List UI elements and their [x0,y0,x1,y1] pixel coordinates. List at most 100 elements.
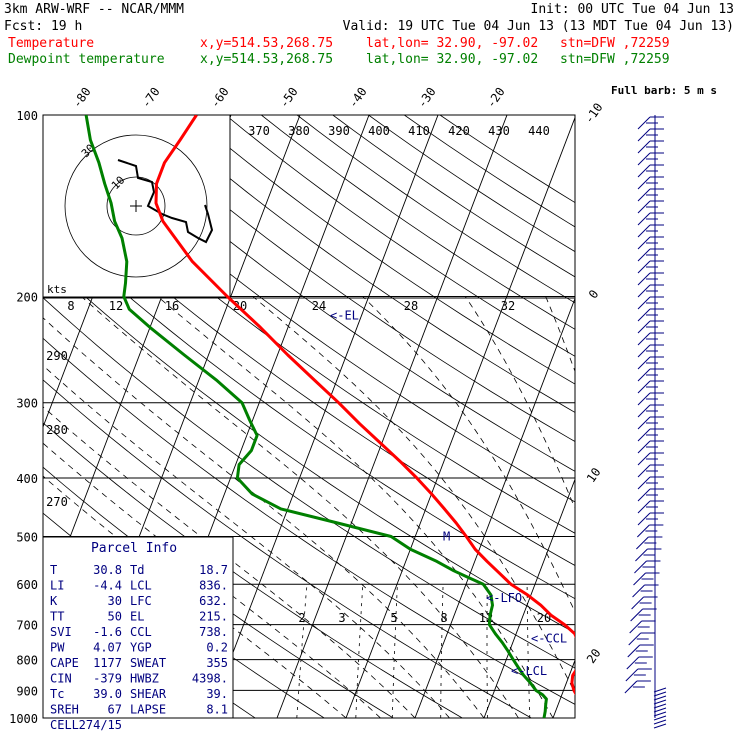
pressure-tick-label: 300 [16,397,38,411]
moist-adiabat [252,296,575,694]
profiles [84,115,575,718]
wind-barb [637,476,664,490]
dewpoint-xy: x,y=514.53,268.75 [200,52,333,67]
barb-staff [637,248,651,262]
parcel-value: 18.7 [199,563,228,577]
dry-adiabat [43,219,575,600]
dry-adiabat [261,115,575,330]
mixing-ratio-tick-label: 8 [440,611,447,625]
dry-adiabat [43,379,533,718]
level-annotation: <-LCL [511,664,547,678]
barb-staff [637,344,651,358]
parcel-key: SHEAR [130,687,167,701]
wind-barb [637,212,664,226]
pressure-tick-label: 200 [16,291,38,305]
wind-barb [627,644,654,658]
level-annotations: <-EL M <-LFO <-CCL <-LCL [330,308,567,678]
barb-staff [630,608,643,622]
parcel-value: 355 [206,656,228,670]
parcel-value: 30 [108,594,122,608]
barb-staff [637,356,651,370]
mixing-ratio-line [440,584,444,718]
barb-staff [637,464,651,478]
barb-lower [653,715,667,721]
barb-staff [626,656,640,670]
barb-lower [653,699,667,705]
dry-adiabat [43,337,575,705]
barb-staff [637,500,651,514]
dry-adiabat [43,297,575,669]
parcel-key: HWBZ [130,672,159,686]
theta-tick-label: 280 [46,423,68,437]
barb-staff [637,116,651,130]
parcel-key: LAPSE [130,703,166,717]
isotherm-line [276,115,508,718]
pressure-tick-label: 100 [16,109,38,123]
dry-adiabat [118,115,575,442]
isotherm-line [414,297,575,718]
isotherm-line [552,659,575,718]
dry-adiabat [189,115,575,385]
mixing-ratio-tick-label: 2 [298,611,305,625]
isotherm-tick-label: -50 [277,85,301,111]
parcel-value: 8.1 [206,703,228,717]
parcel-info-panel: Parcel Info T 30.8 Td 18.7 LI -4.4 LCL 836. K 30 LF… [42,536,234,732]
isotherm-tick-label: 20 [584,646,604,666]
wind-barb [637,284,664,298]
parcel-key: PW [50,641,65,655]
wind-barb [637,200,664,214]
wind-barb [632,584,659,598]
wind-barb [637,452,664,466]
speed-tick-label: 28 [404,299,418,313]
parcel-key: CELL [50,718,79,732]
parcel-key: LFC [130,594,152,608]
wind-barb [637,140,664,154]
moist-adiabat [545,296,575,373]
wind-barb [633,572,660,586]
parcel-panel-frame [42,536,234,719]
barb-lower [653,711,667,717]
wind-barb [637,236,664,250]
wind-barb [637,392,664,406]
isotherm-line [622,115,740,718]
mixing-ratio-tick-label: 5 [390,611,397,625]
temperature-station: stn=DFW ,72259 [560,36,670,51]
wind-barb [637,320,664,334]
parcel-key: CIN [50,672,72,686]
parcel-key: SWEAT [130,656,166,670]
pressure-tick-label: 600 [16,578,38,592]
parcel-value: 30.8 [93,563,122,577]
wind-barb [637,380,664,394]
mixing-ratio-line [526,584,531,718]
barb-staff [637,200,651,214]
level-annotation: M [443,529,450,543]
parcel-value: 274/15 [79,718,122,732]
pressure-tick-label: 400 [16,472,38,486]
wind-barb [637,464,664,478]
wind-barb [637,332,664,346]
barb-staff [637,260,651,274]
isotherm-tick-label: -40 [346,85,370,111]
barb-staff [627,644,641,658]
wind-barb [637,524,664,538]
barb-label: Full barb: 5 m s [611,84,717,97]
theta-tick-label: 400 [368,124,390,138]
wind-barb [628,632,655,646]
forecast-hour: Fcst: 19 h [4,19,82,34]
parcel-value: -4.4 [93,579,122,593]
dewpoint-legend: Dewpoint temperature [8,52,165,67]
speed-tick-label: 32 [501,299,515,313]
barb-staff [637,164,651,178]
isotherm-tick-label: -80 [70,85,94,111]
barb-staff [637,176,651,190]
temperature-xy: x,y=514.53,268.75 [200,36,333,51]
dry-adiabat [404,115,575,228]
wind-barb [629,620,656,634]
wind-barb [637,248,664,262]
barb-staff [637,488,651,502]
parcel-value: 39. [206,687,228,701]
mixing-ratio-line [580,584,586,718]
theta-tick-label: 390 [328,124,350,138]
barb-staff [637,368,651,382]
